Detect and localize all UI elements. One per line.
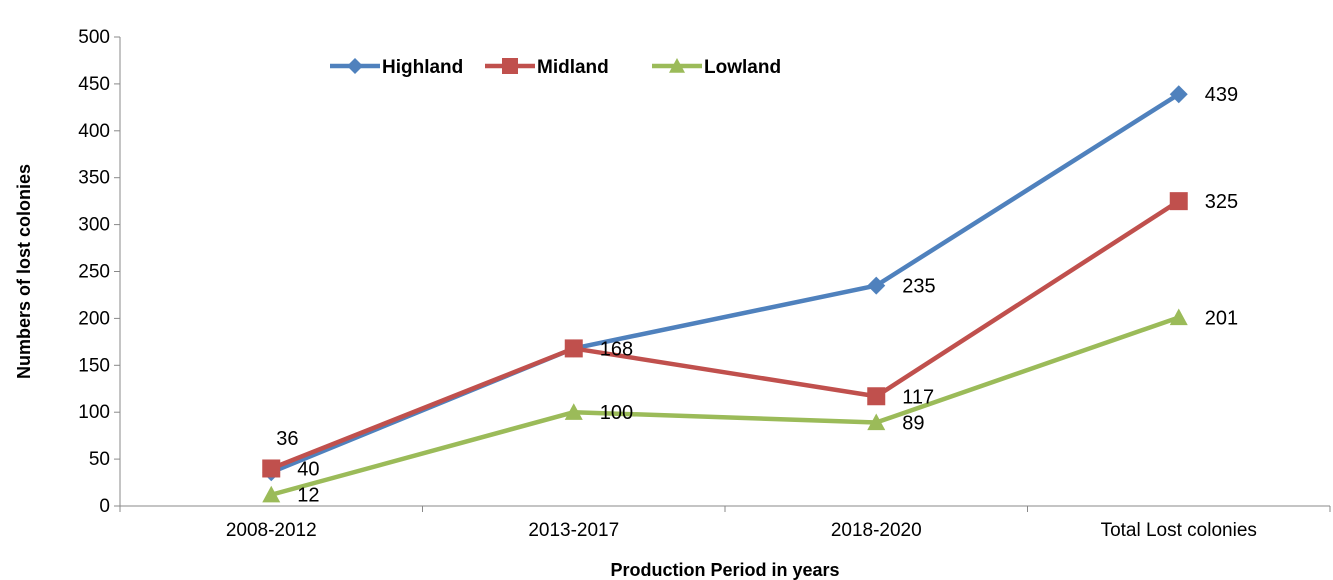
y-tick-label: 500 <box>78 27 110 48</box>
y-tick-label: 150 <box>78 355 110 376</box>
data-label: 168 <box>600 338 633 360</box>
data-label: 12 <box>297 485 319 507</box>
legend-label: Highland <box>382 57 463 78</box>
triangle-marker <box>564 403 583 420</box>
y-tick-label: 400 <box>78 121 110 142</box>
legend-label: Lowland <box>704 57 781 78</box>
diamond-marker <box>1169 85 1188 104</box>
square-marker <box>1169 192 1188 211</box>
series-line-lowland <box>270 315 1180 497</box>
data-label: 439 <box>1205 84 1238 106</box>
data-label: 201 <box>1205 307 1238 329</box>
data-label: 40 <box>297 458 319 480</box>
series-lines <box>262 85 1188 503</box>
legend-label: Midland <box>537 57 609 78</box>
x-tick-label: 2018-2020 <box>831 520 922 541</box>
x-tick-label: 2008-2012 <box>226 520 317 541</box>
axes <box>114 36 1331 512</box>
x-tick-label: 2013-2017 <box>528 520 619 541</box>
y-tick-label: 50 <box>89 449 110 470</box>
square-marker <box>564 339 583 358</box>
square-marker <box>867 387 886 406</box>
triangle-marker <box>1169 308 1188 326</box>
data-label: 325 <box>1205 191 1238 213</box>
x-tick-label: Total Lost colonies <box>1101 520 1257 541</box>
data-label: 36 <box>276 428 298 450</box>
y-tick-label: 250 <box>78 262 110 283</box>
triangle-marker <box>669 58 685 73</box>
triangle-marker <box>867 413 886 431</box>
data-label: 89 <box>902 413 924 435</box>
x-axis-title: Production Period in years <box>610 560 839 580</box>
y-tick-labels: 0 50 100 150 200 250 300 350 400 450 500 <box>78 27 110 517</box>
y-axis-title: Numbers of lost colonies <box>14 164 34 379</box>
triangle-marker <box>262 485 281 503</box>
y-tick-label: 350 <box>78 168 110 189</box>
data-labels: 36 235 439 40 168 117 325 12 100 89 201 <box>276 84 1238 507</box>
data-label: 235 <box>902 276 935 298</box>
data-label: 100 <box>600 402 633 424</box>
square-marker <box>502 58 518 74</box>
data-label: 117 <box>902 386 934 408</box>
diamond-marker <box>867 276 886 295</box>
legend: Highland Midland Lowland <box>330 57 781 78</box>
y-tick-label: 300 <box>78 215 110 236</box>
x-tick-labels: 2008-2012 2013-2017 2018-2020 Total Lost co… <box>226 520 1257 541</box>
diamond-marker <box>347 58 363 74</box>
square-marker <box>262 459 281 478</box>
y-tick-label: 100 <box>78 402 110 423</box>
y-tick-label: 200 <box>78 308 110 329</box>
y-tick-label: 0 <box>99 496 110 517</box>
series-line-midland <box>270 199 1180 471</box>
y-tick-label: 450 <box>78 74 110 95</box>
